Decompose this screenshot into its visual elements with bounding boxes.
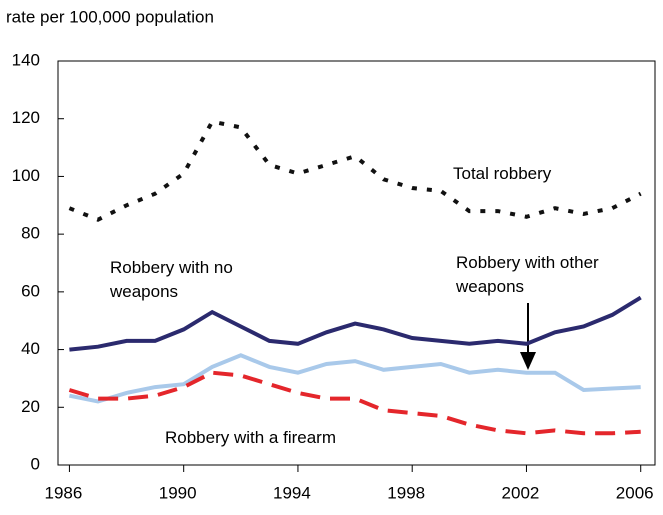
x-tick-label: 2006	[616, 483, 654, 502]
y-tick-label: 0	[31, 454, 40, 473]
x-tick-label: 1986	[45, 483, 83, 502]
series-label: Robbery with a firearm	[165, 428, 337, 447]
y-tick-label: 60	[21, 281, 40, 300]
arrow-head	[520, 352, 536, 370]
x-tick-label: 1990	[159, 483, 197, 502]
x-tick-label: 1998	[387, 483, 425, 502]
series-line	[68, 119, 642, 222]
y-tick-label: 80	[21, 224, 40, 243]
series-label: Total robbery	[453, 164, 552, 183]
series-line	[68, 370, 641, 436]
series-label: Robbery with other weapons	[456, 253, 599, 296]
plot-frame	[57, 60, 656, 466]
x-tick-label: 1994	[273, 483, 311, 502]
y-tick-label: 120	[12, 108, 40, 127]
series-line	[69, 353, 641, 404]
series-label: Robbery with no weapons	[110, 258, 233, 301]
y-tick-label: 140	[12, 50, 40, 69]
x-tick-label: 2002	[502, 483, 540, 502]
y-tick-label: 100	[12, 166, 40, 185]
y-tick-label: 20	[21, 397, 40, 416]
y-tick-label: 40	[21, 339, 40, 358]
series-line	[69, 295, 642, 352]
chart-title: rate per 100,000 population	[6, 7, 214, 26]
